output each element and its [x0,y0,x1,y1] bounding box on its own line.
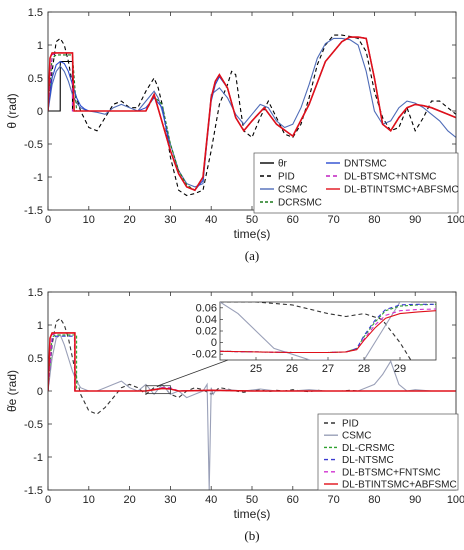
legend-label: PID [342,419,359,430]
legend: θr PID CSMC DCRSMC DNTSMC DL-BTSMC+NTSMC DL-BT… [253,152,459,214]
y-tick-label: -1 [33,172,43,184]
inset-y-tick-label: 0.02 [196,326,217,338]
legend-label: DL-BTINTSMC+ABFSMC [342,480,457,491]
legend-box [317,413,459,491]
x-tick-label: 70 [327,494,339,506]
x-tick-label: 100 [447,214,464,226]
legend-label: DL-BTSMC+NTSMC [344,172,437,183]
y-tick-label: 1 [37,40,43,52]
x-tick-label: 60 [287,494,299,506]
zoom-arrow [158,359,229,387]
series-line-dl-btintsmc-abfsmc [48,36,456,192]
y-tick-label: -0.5 [24,139,43,151]
x-tick-label: 20 [123,494,135,506]
x-tick-label: 60 [287,214,299,226]
inset-y-tick-label: 0.06 [196,302,217,314]
legend-label: DL-BTSMC+FNTSMC [342,467,441,478]
legend-label: DCRSMC [278,198,322,209]
series-group [48,317,456,490]
inset-x-tick-label: 29 [394,363,406,375]
inset-y-tick-label: 0.04 [196,314,217,326]
legend-label: DNTSMC [344,159,387,170]
series-line-dl-ntsmc [48,335,456,392]
y-tick-label: 0 [37,386,43,398]
x-tick-label: 0 [45,494,51,506]
x-axis-label: time(s) [234,227,271,241]
inset-line [220,310,436,354]
x-tick-label: 30 [164,494,176,506]
x-tick-label: 100 [447,494,464,506]
y-tick-label: 0 [37,106,43,118]
legend-box [253,152,459,214]
panel-caption: (a) [245,248,259,263]
panel-b-chart: 0 10 20 30 40 50 60 70 80 90 100 -1.5 -1 -0.5 0 0.5 1 1.5… [5,287,464,543]
panel-a-chart: 0 10 20 30 40 50 60 70 80 90 100 -1.5 -1 -0.5 0 0.5 1 1.5… [5,7,464,263]
inset-x-tick-label: 26 [286,363,298,375]
x-tick-label: 90 [409,214,421,226]
inset-x-tick-label: 27 [322,363,334,375]
legend-label: CSMC [278,185,307,196]
y-axis-label: θ̇e (rad) [5,370,19,412]
x-tick-label: 30 [164,214,176,226]
y-tick-label: 1 [37,320,43,332]
x-tick-label: 0 [45,214,51,226]
plot-frame [47,11,457,211]
y-tick-label: 1.5 [28,287,43,299]
legend-label: CSMC [342,431,371,442]
y-tick-label: 0.5 [28,353,43,365]
x-tick-label: 90 [409,494,421,506]
inset-x-tick-label: 28 [358,363,370,375]
x-axis-label: time(s) [234,507,271,521]
series-line-csmc [48,334,456,490]
y-tick-label: -0.5 [24,419,43,431]
y-tick-label: -1 [33,452,43,464]
x-tick-label: 80 [368,494,380,506]
legend-label: PID [278,172,295,183]
legend-label: DL-BTINTSMC+ABFSMC [344,185,459,196]
legend-label: θr [278,159,288,170]
plot-frame [47,291,457,491]
inset-line [220,302,412,360]
y-tick-label: -1.5 [24,205,43,217]
y-tick-label: 1.5 [28,7,43,19]
y-tick-label: -1.5 [24,485,43,497]
inset-y-tick-label: 0 [211,337,217,349]
legend-label: DL-NTSMC [342,455,394,466]
x-tick-label: 10 [83,494,95,506]
x-tick-label: 20 [123,214,135,226]
series-line-dl-btintsmc-abfsmc [48,332,456,392]
x-tick-label: 80 [368,214,380,226]
x-tick-label: 10 [83,214,95,226]
panel-caption: (b) [244,528,259,543]
legend-label: DL-CRSMC [342,443,395,454]
x-tick-label: 50 [246,214,258,226]
inset-line [220,302,411,360]
y-axis-label: θ (rad) [5,93,19,128]
x-tick-label: 40 [205,494,217,506]
x-tick-label: 50 [246,494,258,506]
series-group [48,34,456,197]
inset-series [220,302,436,360]
x-tick-label: 40 [205,214,217,226]
inset-y-tick-label: -0.02 [192,349,217,361]
inset-x-tick-label: 25 [250,363,262,375]
x-tick-label: 70 [327,214,339,226]
y-tick-label: 0.5 [28,73,43,85]
